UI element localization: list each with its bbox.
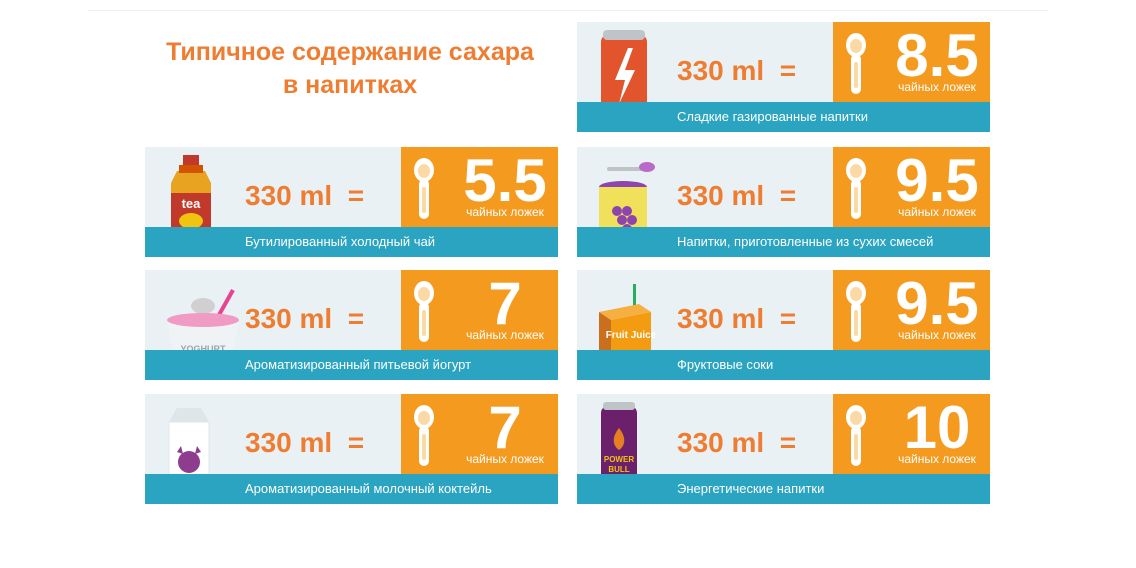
svg-text:BULL: BULL [608, 465, 629, 474]
spoon-count: 5.5 [463, 147, 547, 214]
amount-text: 330 ml = [677, 303, 797, 334]
drink-card-tea: tea 330 ml = 5.5 чайных ложек Бутилирова… [145, 147, 558, 257]
amount-text: 330 ml = [245, 427, 365, 458]
teaspoon-icon [414, 281, 434, 342]
drink-card-yogurt: YOGHURT 330 ml = 7 чайных ложек Ароматиз… [145, 270, 558, 380]
top-divider [88, 10, 1048, 11]
label-bar [145, 350, 558, 380]
label-bar [577, 474, 990, 504]
spoon-count: 7 [488, 394, 522, 461]
drink-label: Ароматизированный молочный коктейль [245, 481, 492, 496]
value-box: 9.5 чайных ложек [833, 147, 990, 227]
drink-label: Бутилированный холодный чай [245, 234, 436, 249]
spoon-unit: чайных ложек [466, 328, 544, 342]
svg-text:POWER: POWER [604, 455, 634, 464]
teaspoon-icon [414, 158, 434, 219]
drink-label: Энергетические напитки [677, 481, 825, 496]
spoon-count: 8.5 [895, 22, 979, 89]
teaspoon-icon [846, 281, 866, 342]
label-bar [577, 227, 990, 257]
tea-bottle-icon: tea [171, 155, 211, 245]
value-box: 7 чайных ложек [401, 394, 558, 474]
label-bar [577, 102, 990, 132]
value-box: 5.5 чайных ложек [401, 147, 558, 227]
value-box: 9.5 чайных ложек [833, 270, 990, 350]
spoon-count: 9.5 [895, 147, 979, 214]
drink-card-energy: POWER BULL 330 ml = 10 чайных ложек Энер… [577, 394, 990, 504]
spoon-count: 10 [903, 394, 971, 461]
value-box: 10 чайных ложек [833, 394, 990, 474]
drink-label: Сладкие газированные напитки [677, 109, 868, 124]
amount-text: 330 ml = [245, 303, 365, 334]
teaspoon-icon [846, 405, 866, 466]
drink-card-juice: Fruit Juice 330 ml = 9.5 чайных ложек Фр… [577, 270, 990, 380]
spoon-unit: чайных ложек [466, 205, 544, 219]
drink-card-soda: 330 ml = 8.5 чайных ложек Сладкие газиро… [577, 22, 990, 132]
label-bar [577, 350, 990, 380]
amount-text: 330 ml = [677, 55, 797, 86]
label-bar [145, 227, 558, 257]
spoon-count: 9.5 [895, 270, 979, 337]
svg-text:tea: tea [182, 196, 202, 211]
teaspoon-icon [414, 405, 434, 466]
svg-text:YOGHURT: YOGHURT [181, 344, 227, 354]
drink-card-powder: 330 ml = 9.5 чайных ложек Напитки, приго… [577, 147, 990, 257]
spoon-count: 7 [488, 270, 522, 337]
spoon-unit: чайных ложек [898, 452, 976, 466]
teaspoon-icon [846, 33, 866, 94]
spoon-unit: чайных ложек [898, 205, 976, 219]
drink-label: Напитки, приготовленные из сухих смесей [677, 234, 934, 249]
value-box: 8.5 чайных ложек [833, 22, 990, 102]
teaspoon-icon [846, 158, 866, 219]
spoon-unit: чайных ложек [898, 80, 976, 94]
drink-label: Фруктовые соки [677, 357, 774, 372]
page-title: Типичное содержание сахара в напитках [166, 38, 534, 99]
amount-text: 330 ml = [677, 427, 797, 458]
drink-label: Ароматизированный питьевой йогурт [245, 357, 472, 372]
spoon-unit: чайных ложек [466, 452, 544, 466]
amount-text: 330 ml = [677, 180, 797, 211]
drink-card-milk: 330 ml = 7 чайных ложек Ароматизированны… [145, 394, 558, 504]
svg-text:Fruit Juice: Fruit Juice [606, 330, 655, 341]
value-box: 7 чайных ложек [401, 270, 558, 350]
amount-text: 330 ml = [245, 180, 365, 211]
spoon-unit: чайных ложек [898, 328, 976, 342]
label-bar [145, 474, 558, 504]
